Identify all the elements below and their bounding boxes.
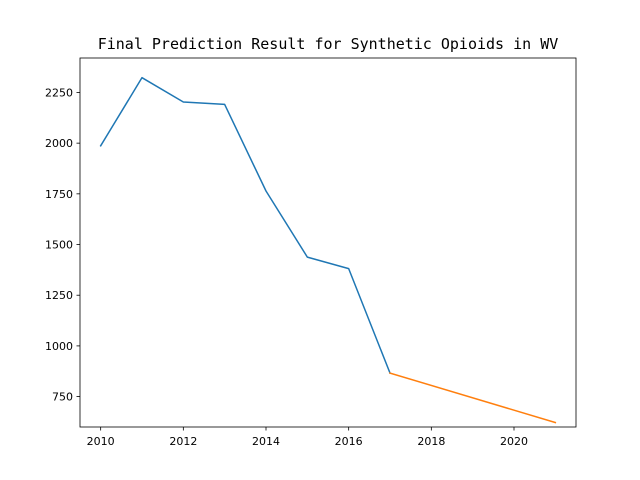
plot-frame: [79, 57, 577, 428]
y-tick-label: 2000: [45, 137, 73, 150]
x-axis: 2010 2012 2014 2016 2018 2020: [87, 427, 528, 448]
series-line-1: [389, 372, 557, 424]
series-group: [99, 76, 557, 424]
x-tick-label: 2020: [500, 435, 528, 448]
y-tick-label: 1500: [45, 239, 73, 252]
y-tick-label: 1000: [45, 340, 73, 353]
y-tick-label: 1250: [45, 289, 73, 302]
chart-title: Final Prediction Result for Synthetic Op…: [98, 35, 559, 53]
y-axis: 750 1000 1250 1500 1750 2000 2250: [45, 86, 80, 404]
x-tick-label: 2012: [169, 435, 197, 448]
x-tick-label: 2014: [252, 435, 280, 448]
y-tick-label: 1750: [45, 188, 73, 201]
y-tick-label: 2250: [45, 86, 73, 99]
series-line-0: [99, 76, 391, 375]
y-tick-label: 750: [52, 391, 73, 404]
x-tick-label: 2016: [335, 435, 363, 448]
x-tick-label: 2018: [417, 435, 445, 448]
x-tick-label: 2010: [87, 435, 115, 448]
